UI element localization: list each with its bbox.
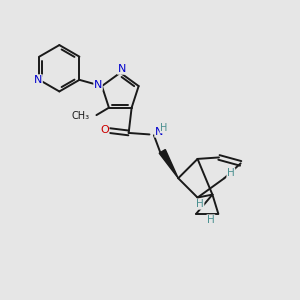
Text: N: N [155, 127, 163, 137]
Text: O: O [100, 125, 109, 135]
Text: N: N [34, 75, 42, 85]
Text: H: H [227, 168, 235, 178]
Polygon shape [159, 149, 178, 178]
Text: H: H [160, 123, 167, 133]
Text: H: H [207, 215, 215, 225]
Text: N: N [118, 64, 126, 74]
Text: N: N [94, 80, 102, 90]
Text: H: H [196, 199, 204, 209]
Text: CH₃: CH₃ [72, 111, 90, 121]
